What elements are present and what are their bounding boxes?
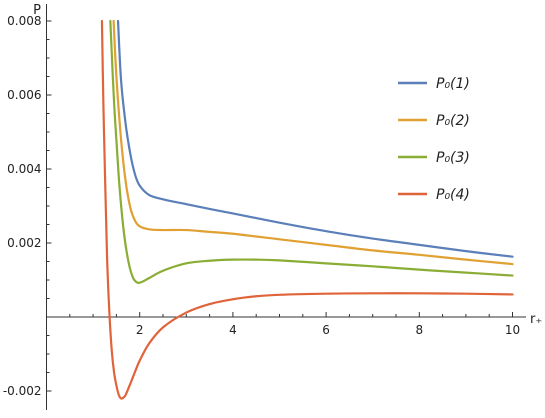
y-tick-label: 0.008 (7, 14, 41, 28)
y-tick-label: 0.004 (7, 162, 41, 176)
series-layer (100, 19, 514, 400)
x-tick-label: 2 (136, 323, 144, 337)
legend-label-1: P₀(1) (436, 76, 470, 92)
axes (46, 4, 526, 410)
legend: P₀(1) P₀(2) P₀(3) P₀(4) (398, 76, 470, 203)
x-axis-label: r₊ (530, 312, 542, 327)
legend-label-4: P₀(4) (436, 187, 470, 203)
x-tick-label: 10 (505, 323, 520, 337)
series-line-2 (112, 19, 514, 266)
x-tick-label: 6 (322, 323, 330, 337)
legend-label-2: P₀(2) (436, 113, 470, 129)
legend-label-3: P₀(3) (436, 150, 470, 166)
series-line-3 (109, 19, 514, 285)
y-tick-label: 0.006 (7, 88, 41, 102)
x-tick-label: 4 (229, 323, 237, 337)
ticks: 2 4 6 8 10 -0.002 0.002 0.004 0.006 0.008 (3, 14, 520, 398)
series-line-4 (100, 19, 514, 400)
x-tick-label: 8 (415, 323, 423, 337)
y-axis-label: P (33, 3, 41, 18)
series-line-1 (116, 19, 514, 258)
y-tick-label: -0.002 (3, 384, 42, 398)
y-tick-label: 0.002 (7, 236, 41, 250)
